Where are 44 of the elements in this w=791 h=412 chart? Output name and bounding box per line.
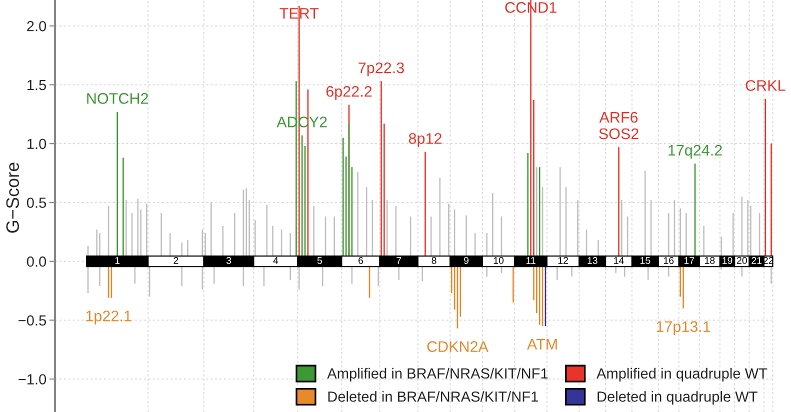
legend-label: Deleted in BRAF/NRAS/KIT/NF1 <box>328 391 538 402</box>
x-tick-label: 17 <box>684 257 694 264</box>
annotation: NOTCH2 <box>87 93 148 104</box>
y-tick-label: 2.0 <box>27 21 46 32</box>
annotation: CDKN2A <box>427 341 488 352</box>
x-tick-label: 14 <box>614 257 624 264</box>
x-tick-label: 11 <box>526 257 536 264</box>
annotation: 7p22.3 <box>358 62 404 76</box>
x-tick-label: 13 <box>588 257 598 264</box>
annotation: 1p22.1 <box>86 310 132 324</box>
x-tick-label: 2 <box>174 257 178 264</box>
annotation: ATM <box>527 338 557 350</box>
annotation: CRKL <box>746 80 786 91</box>
y-tick-label: −0.5 <box>18 315 46 326</box>
y-tick-label: 1.5 <box>27 80 46 90</box>
x-tick-label: 1 <box>115 257 120 264</box>
annotation: 8p12 <box>408 133 442 147</box>
y-tick-label: 0.5 <box>26 198 46 208</box>
x-tick-label: 10 <box>494 257 504 264</box>
x-tick-label: 8 <box>432 257 436 264</box>
x-tick-label: 7 <box>396 257 402 264</box>
x-tick-label: 21 <box>752 257 762 264</box>
legend-label: Amplified in BRAF/NRAS/KIT/NF1 <box>327 368 548 382</box>
x-tick-label: 12 <box>558 257 568 264</box>
legend-label: Amplified in quadruple WT <box>596 368 768 382</box>
x-tick-label: 6 <box>358 257 363 264</box>
y-tick-label: 0.0 <box>26 256 46 267</box>
x-tick-label: 16 <box>664 257 674 264</box>
annotation: 17p13.1 <box>656 321 710 336</box>
x-tick-label: 19 <box>722 257 732 264</box>
y-tick-label: 1.0 <box>27 138 46 150</box>
y-tick-label: −1.0 <box>18 374 46 384</box>
annotation: 6p22.2 <box>326 86 372 100</box>
x-tick-label: 20 <box>737 257 747 264</box>
x-tick-label: 18 <box>705 257 715 264</box>
legend-label: Deleted in quadruple WT <box>598 391 758 405</box>
x-tick-label: 9 <box>464 257 469 264</box>
x-tick-label: 4 <box>273 257 278 264</box>
x-tick-label: 15 <box>640 257 650 264</box>
annotation: 17q24.2 <box>668 144 722 159</box>
x-tick-label: 3 <box>226 257 232 264</box>
annotation: ARF6 SOS2 <box>599 112 638 140</box>
y-axis-title: G−Score <box>6 162 20 233</box>
x-tick-label: 5 <box>317 257 322 264</box>
